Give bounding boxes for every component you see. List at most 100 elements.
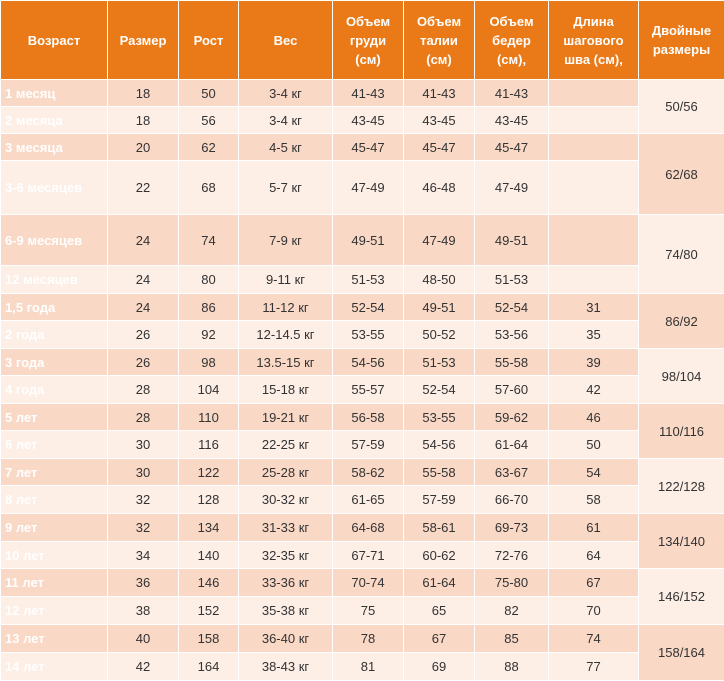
age-cell: 3-6 месяцев [1,161,108,215]
cell: 128 [179,486,239,514]
age-cell: 11 лет [1,569,108,597]
cell: 55-58 [404,459,475,486]
cell: 26 [108,321,179,349]
cell: 32-35 кг [239,542,333,569]
cell: 50 [179,80,239,107]
cell: 63-67 [475,459,549,486]
cell: 152 [179,597,239,625]
age-cell: 4 года [1,376,108,404]
cell: 66-70 [475,486,549,514]
cell: 61-64 [404,569,475,597]
cell: 62 [179,134,239,161]
age-cell: 6 лет [1,431,108,459]
cell: 72-76 [475,542,549,569]
cell: 3-4 кг [239,107,333,134]
cell: 11-12 кг [239,294,333,321]
cell: 59-62 [475,404,549,431]
cell: 78 [333,625,404,653]
cell: 68 [179,161,239,215]
age-cell: 1 месяц [1,80,108,107]
empty-cell [549,215,639,266]
empty-cell [549,107,639,134]
cell: 134 [179,514,239,542]
header-cell: Длина шагового шва (см), [549,1,639,80]
cell: 52-54 [333,294,404,321]
age-cell: 2 года [1,321,108,349]
cell: 86 [179,294,239,321]
cell: 38 [108,597,179,625]
cell: 61-64 [475,431,549,459]
cell: 31 [549,294,639,321]
cell: 42 [108,653,179,681]
header-cell: Размер [108,1,179,80]
header-cell: Объем бедер (см), [475,1,549,80]
cell: 69-73 [475,514,549,542]
age-cell: 12 месяцев [1,266,108,294]
cell: 41-43 [475,80,549,107]
cell: 35 [549,321,639,349]
cell: 47-49 [333,161,404,215]
cell: 64-68 [333,514,404,542]
cell: 75 [333,597,404,625]
cell: 75-80 [475,569,549,597]
cell: 26 [108,349,179,376]
double-size-cell: 158/164 [639,625,724,681]
age-cell: 7 лет [1,459,108,486]
cell: 57-59 [333,431,404,459]
double-size-cell: 134/140 [639,514,724,569]
cell: 67 [549,569,639,597]
cell: 28 [108,376,179,404]
cell: 110 [179,404,239,431]
cell: 34 [108,542,179,569]
cell: 85 [475,625,549,653]
cell: 61-65 [333,486,404,514]
cell: 58-61 [404,514,475,542]
cell: 146 [179,569,239,597]
cell: 53-55 [333,321,404,349]
cell: 49-51 [333,215,404,266]
cell: 36-40 кг [239,625,333,653]
double-size-cell: 122/128 [639,459,724,514]
header-cell: Объем талии (см) [404,1,475,80]
cell: 50 [549,431,639,459]
empty-cell [549,134,639,161]
cell: 40 [108,625,179,653]
cell: 39 [549,349,639,376]
cell: 46-48 [404,161,475,215]
cell: 56-58 [333,404,404,431]
cell: 61 [549,514,639,542]
cell: 13.5-15 кг [239,349,333,376]
cell: 18 [108,107,179,134]
cell: 43-45 [404,107,475,134]
cell: 52-54 [475,294,549,321]
cell: 51-53 [333,266,404,294]
cell: 49-51 [475,215,549,266]
cell: 22 [108,161,179,215]
cell: 28 [108,404,179,431]
cell: 24 [108,215,179,266]
empty-cell [549,161,639,215]
cell: 24 [108,266,179,294]
cell: 74 [549,625,639,653]
header-cell: Вес [239,1,333,80]
empty-cell [549,80,639,107]
cell: 38-43 кг [239,653,333,681]
age-cell: 5 лет [1,404,108,431]
cell: 46 [549,404,639,431]
cell: 41-43 [404,80,475,107]
age-cell: 6-9 месяцев [1,215,108,266]
cell: 51-53 [475,266,549,294]
cell: 41-43 [333,80,404,107]
